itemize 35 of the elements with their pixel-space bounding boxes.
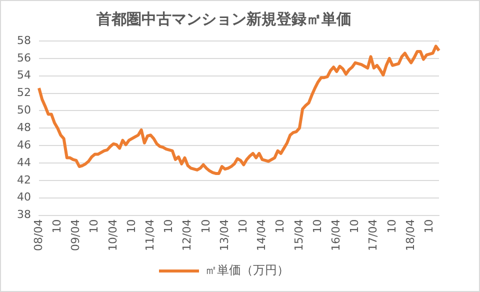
x-tick-label: 12/04 — [180, 219, 194, 252]
x-tick-label: 09/04 — [69, 219, 82, 252]
y-tick-label: 50 — [16, 104, 31, 117]
x-tick-label: 10 — [422, 219, 436, 234]
x-tick-label: 08/04 — [32, 219, 45, 252]
x-tick-label: 14/04 — [255, 219, 268, 252]
x-tick-label: 10 — [348, 219, 362, 234]
x-tick-label: 10 — [310, 219, 324, 234]
y-tick-label: 58 — [16, 34, 31, 47]
y-tick-label: 46 — [16, 138, 31, 152]
y-tick-label: 48 — [16, 121, 31, 134]
x-tick-label: 11/04 — [143, 219, 156, 252]
x-tick-label: 10 — [199, 219, 212, 234]
x-tick-label: 10 — [50, 219, 64, 234]
x-tick-label: 15/04 — [292, 219, 306, 252]
x-tick-label: 10 — [88, 219, 101, 234]
x-tick-label: 10 — [162, 219, 176, 234]
y-tick-label: 38 — [16, 208, 31, 222]
y-tick-label: 42 — [16, 173, 31, 186]
y-tick-label: 56 — [16, 51, 31, 64]
y-tick-label: 40 — [16, 190, 31, 204]
x-tick-label: 10/04 — [106, 219, 120, 252]
x-tick-label: 10 — [236, 219, 250, 234]
x-tick-label: 16/04 — [330, 219, 343, 252]
legend-label: ㎡単価（万円） — [205, 263, 289, 278]
x-tick-label: 18/04 — [404, 219, 417, 252]
y-tick-label: 54 — [16, 68, 31, 82]
x-tick-label: 10 — [274, 219, 287, 234]
x-tick-label: 17/04 — [366, 219, 380, 252]
y-tick-label: 52 — [16, 86, 31, 100]
x-tick-label: 13/04 — [218, 219, 231, 252]
x-tick-label: 10 — [124, 219, 138, 234]
y-tick-label: 44 — [16, 156, 31, 169]
chart-title: 首都圏中古マンション新規登録㎡単価 — [96, 10, 352, 28]
x-tick-label: 10 — [385, 219, 398, 234]
